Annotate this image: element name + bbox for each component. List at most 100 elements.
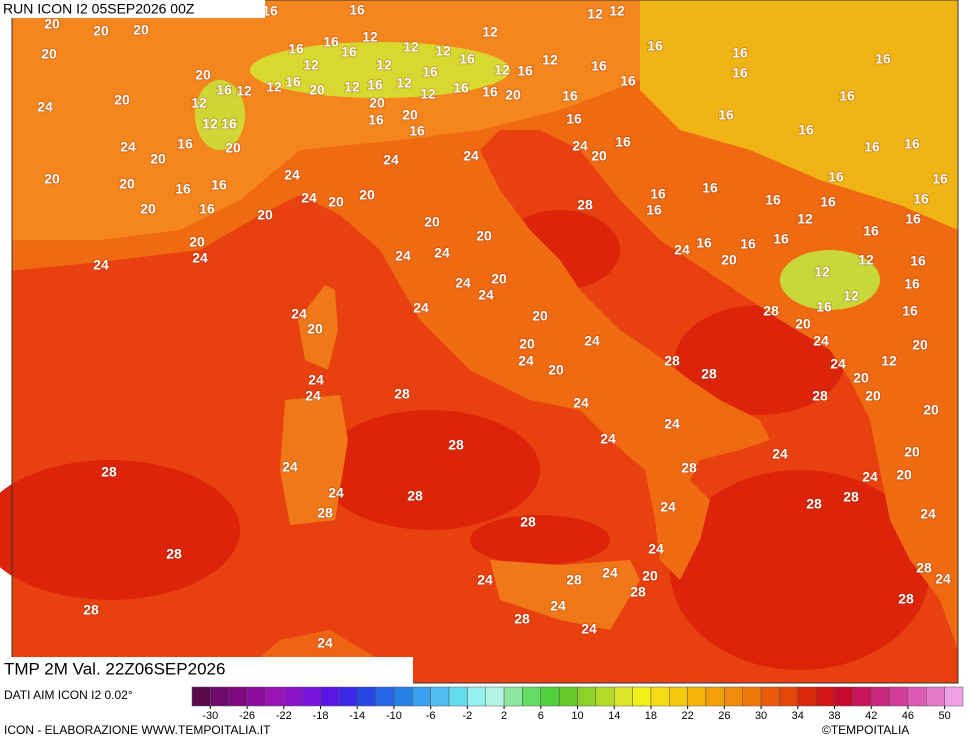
contour-label: 24 bbox=[573, 395, 589, 411]
contour-label: 16 bbox=[615, 134, 631, 150]
tick-label: 26 bbox=[718, 710, 730, 722]
contour-label: 20 bbox=[519, 336, 535, 352]
contour-label: 16 bbox=[262, 3, 278, 19]
contour-label: 16 bbox=[349, 2, 365, 18]
tick-label: 2 bbox=[501, 710, 507, 722]
contour-label: 24 bbox=[920, 506, 936, 522]
contour-label: 12 bbox=[482, 24, 498, 40]
contour-label: 24 bbox=[648, 541, 664, 557]
contour-label: 12 bbox=[843, 288, 859, 304]
contour-label: 16 bbox=[211, 177, 227, 193]
contour-label: 20 bbox=[195, 67, 211, 83]
color-swatch bbox=[797, 686, 817, 707]
contour-label: 28 bbox=[812, 388, 828, 404]
contour-label: 28 bbox=[898, 591, 914, 607]
color-swatch bbox=[613, 686, 633, 707]
tick-label: -26 bbox=[239, 710, 255, 722]
contour-label: 20 bbox=[189, 234, 205, 250]
contour-label: 24 bbox=[463, 148, 479, 164]
color-swatch bbox=[595, 686, 615, 707]
contour-label: 16 bbox=[905, 211, 921, 227]
contour-label: 12 bbox=[344, 79, 360, 95]
contour-label: 24 bbox=[284, 167, 300, 183]
color-swatch bbox=[779, 686, 799, 707]
contour-label: 16 bbox=[839, 88, 855, 104]
contour-label: 24 bbox=[581, 621, 597, 637]
color-swatch bbox=[485, 686, 505, 707]
contour-label: 16 bbox=[459, 51, 475, 67]
contour-label: 12 bbox=[814, 264, 830, 280]
tick-label: 6 bbox=[538, 710, 544, 722]
contour-label: 24 bbox=[308, 372, 324, 388]
contour-label: 24 bbox=[602, 565, 618, 581]
contour-label: 20 bbox=[923, 402, 939, 418]
contour-label: 24 bbox=[830, 356, 846, 372]
contour-label: 24 bbox=[291, 306, 307, 322]
contour-label: 16 bbox=[902, 303, 918, 319]
color-swatch bbox=[870, 686, 890, 707]
contour-label: 12 bbox=[396, 75, 412, 91]
alps bbox=[250, 42, 510, 98]
color-swatch bbox=[412, 686, 431, 707]
contour-label: 28 bbox=[763, 303, 779, 319]
contour-label: 16 bbox=[221, 116, 237, 132]
contour-label: 28 bbox=[317, 505, 333, 521]
contour-label: 28 bbox=[83, 602, 99, 618]
color-swatch bbox=[430, 686, 450, 707]
color-swatch bbox=[834, 686, 854, 707]
contour-label: 28 bbox=[630, 584, 646, 600]
color-swatch bbox=[558, 686, 578, 707]
contour-label: 12 bbox=[435, 43, 451, 59]
contour-label: 28 bbox=[520, 514, 536, 530]
contour-label: 20 bbox=[505, 87, 521, 103]
contour-label: 16 bbox=[647, 38, 663, 54]
contour-label: 24 bbox=[383, 152, 399, 168]
color-swatch bbox=[742, 686, 762, 707]
color-swatch bbox=[467, 686, 486, 707]
color-swatch bbox=[265, 686, 285, 707]
tick-label: 38 bbox=[828, 710, 840, 722]
contour-label: 28 bbox=[681, 460, 697, 476]
contour-label: 24 bbox=[93, 257, 109, 273]
contour-label: 20 bbox=[133, 22, 149, 38]
tick-label: 18 bbox=[645, 710, 657, 722]
contour-label: 28 bbox=[394, 386, 410, 402]
contour-label: 20 bbox=[721, 252, 737, 268]
contour-label: 16 bbox=[422, 64, 438, 80]
contour-label: 16 bbox=[368, 112, 384, 128]
contour-label: 16 bbox=[646, 202, 662, 218]
colorbar: -30 -26 -22 -18 -14 -10 -6 -2 2 6 10 14 18 22 26 30 34 38… bbox=[191, 686, 964, 722]
contour-label: 24 bbox=[455, 275, 471, 291]
contour-label: 20 bbox=[257, 207, 273, 223]
color-swatch bbox=[815, 686, 835, 707]
tick-label: 10 bbox=[571, 710, 583, 722]
tick-label: -18 bbox=[313, 710, 329, 722]
contour-label: 28 bbox=[577, 197, 593, 213]
contour-label: 16 bbox=[828, 169, 844, 185]
contour-label: 20 bbox=[150, 151, 166, 167]
contour-label: 20 bbox=[369, 95, 385, 111]
contour-label: 24 bbox=[572, 138, 588, 154]
color-swatch bbox=[228, 686, 248, 707]
contour-label: 20 bbox=[865, 388, 881, 404]
contour-label: 28 bbox=[664, 353, 680, 369]
contour-label: 16 bbox=[863, 223, 879, 239]
color-swatch bbox=[338, 686, 358, 707]
color-swatch bbox=[889, 686, 909, 707]
contour-label: 16 bbox=[177, 136, 193, 152]
tick-label: -22 bbox=[276, 710, 292, 722]
color-swatch bbox=[687, 686, 707, 707]
contour-label: 12 bbox=[403, 39, 419, 55]
contour-label: 12 bbox=[494, 62, 510, 78]
contour-label: 28 bbox=[407, 488, 423, 504]
contour-label: 20 bbox=[328, 194, 344, 210]
contour-label: 20 bbox=[359, 187, 375, 203]
contour-label: 28 bbox=[566, 572, 582, 588]
contour-label: 16 bbox=[482, 84, 498, 100]
contour-label: 12 bbox=[609, 3, 625, 19]
contour-label: 20 bbox=[402, 107, 418, 123]
contour-label: 24 bbox=[600, 431, 616, 447]
contour-label: 16 bbox=[875, 51, 891, 67]
contour-label: 24 bbox=[328, 485, 344, 501]
